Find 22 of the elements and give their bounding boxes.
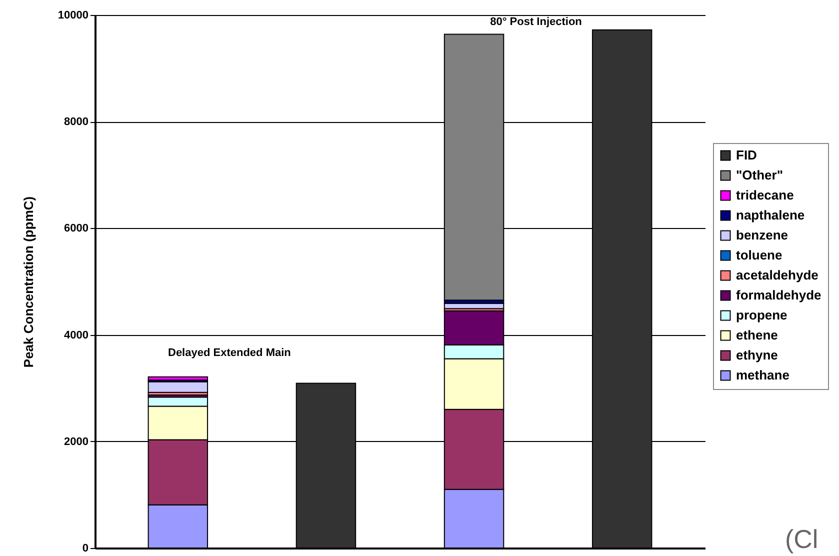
y-tick-label: 4000 xyxy=(64,329,88,342)
y-tick-label: 2000 xyxy=(64,436,88,448)
y-axis-title: Peak Concentration (ppmC) xyxy=(20,196,36,368)
legend-label: napthalene xyxy=(736,208,805,222)
legend-label: "Other" xyxy=(736,168,783,182)
legend-label: propene xyxy=(736,308,788,322)
legend-label: methane xyxy=(736,368,790,382)
legend-label: tridecane xyxy=(736,188,794,202)
text: (Cl xyxy=(785,524,818,554)
annotation: 80° Post Injection xyxy=(490,16,582,28)
legend-label: formaldehyde xyxy=(736,288,822,302)
y-tick-label: 0 xyxy=(82,542,88,554)
annotation: Delayed Extended Main xyxy=(168,347,292,359)
legend-label: FID xyxy=(736,148,757,162)
y-tick-label: 6000 xyxy=(64,222,88,235)
y-tick-label: 8000 xyxy=(64,116,88,128)
legend-label: benzene xyxy=(736,228,788,242)
legend-label: toluene xyxy=(736,248,782,262)
legend-label: ethene xyxy=(736,328,778,342)
legend-label: ethyne xyxy=(736,348,778,362)
y-tick-label: 10000 xyxy=(58,10,88,22)
legend-label: acetaldehyde xyxy=(736,268,818,282)
